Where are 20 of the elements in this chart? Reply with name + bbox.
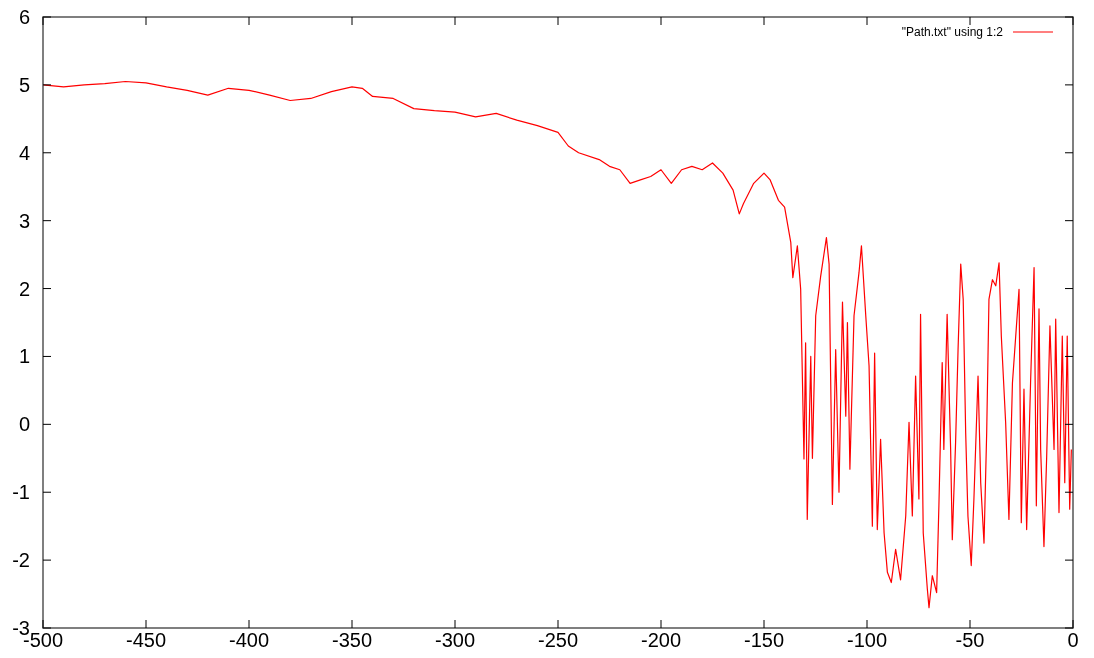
x-tick-label: -350: [331, 629, 373, 651]
y-tick-label: 0: [18, 413, 30, 436]
x-tick-label: -450: [125, 629, 167, 651]
y-tick-label: 4: [18, 141, 30, 164]
y-tick-label: 2: [18, 277, 30, 300]
x-tick-label: -50: [955, 629, 985, 651]
x-tick-label: -150: [743, 629, 785, 651]
x-tick-label: -400: [228, 629, 270, 651]
x-tick-label: 0: [1067, 629, 1079, 651]
y-tick-label: 5: [18, 73, 30, 96]
x-tick-label: -200: [640, 629, 682, 651]
y-tick-label: 1: [18, 345, 30, 368]
x-tick-label: -300: [434, 629, 476, 651]
y-tick-label: -2: [12, 549, 30, 572]
x-tick-label: -100: [846, 629, 888, 651]
x-tick-label: -250: [537, 629, 579, 651]
y-tick-label: 6: [18, 6, 30, 28]
legend-label: "Path.txt" using 1:2: [901, 25, 1004, 40]
y-tick-label: -1: [12, 481, 30, 504]
y-tick-label: 3: [18, 209, 30, 232]
